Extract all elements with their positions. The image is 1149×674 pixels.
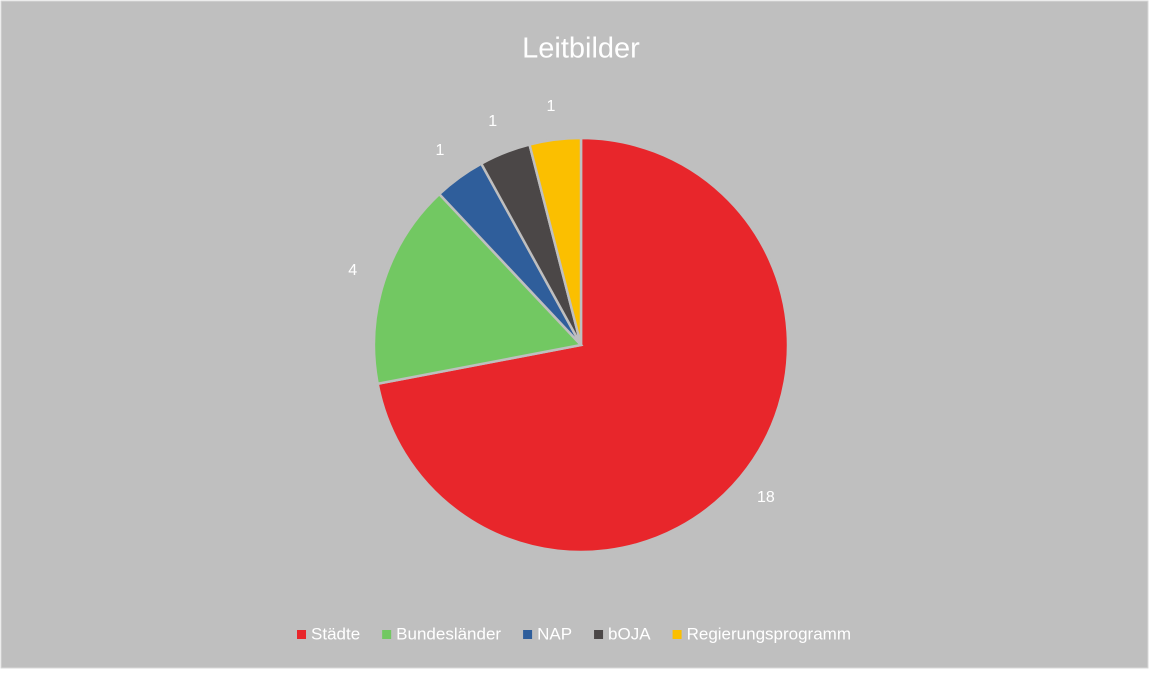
legend-marker — [382, 630, 392, 639]
legend-label: bOJA — [608, 624, 651, 643]
pie-slice — [376, 136, 790, 554]
pie-slice — [372, 192, 584, 386]
legend-marker — [523, 630, 533, 639]
legend-marker — [594, 630, 604, 639]
legend-label: Regierungsprogramm — [687, 624, 851, 643]
data-label: 1 — [546, 98, 555, 115]
chart-title: Leitbilder — [522, 33, 640, 65]
data-label: 1 — [488, 113, 497, 130]
legend-marker — [672, 630, 682, 639]
data-label: 18 — [757, 489, 775, 506]
legend: Städte Bundesländer NAP bOJA Regierungsprogr… — [297, 624, 851, 643]
legend-label: NAP — [537, 624, 572, 643]
legend-label: Bundesländer — [396, 624, 501, 643]
legend-marker — [297, 630, 307, 639]
data-label: 1 — [435, 142, 444, 159]
legend-label: Städte — [311, 624, 360, 643]
pie-slice — [527, 136, 583, 346]
data-label: 4 — [348, 262, 357, 279]
